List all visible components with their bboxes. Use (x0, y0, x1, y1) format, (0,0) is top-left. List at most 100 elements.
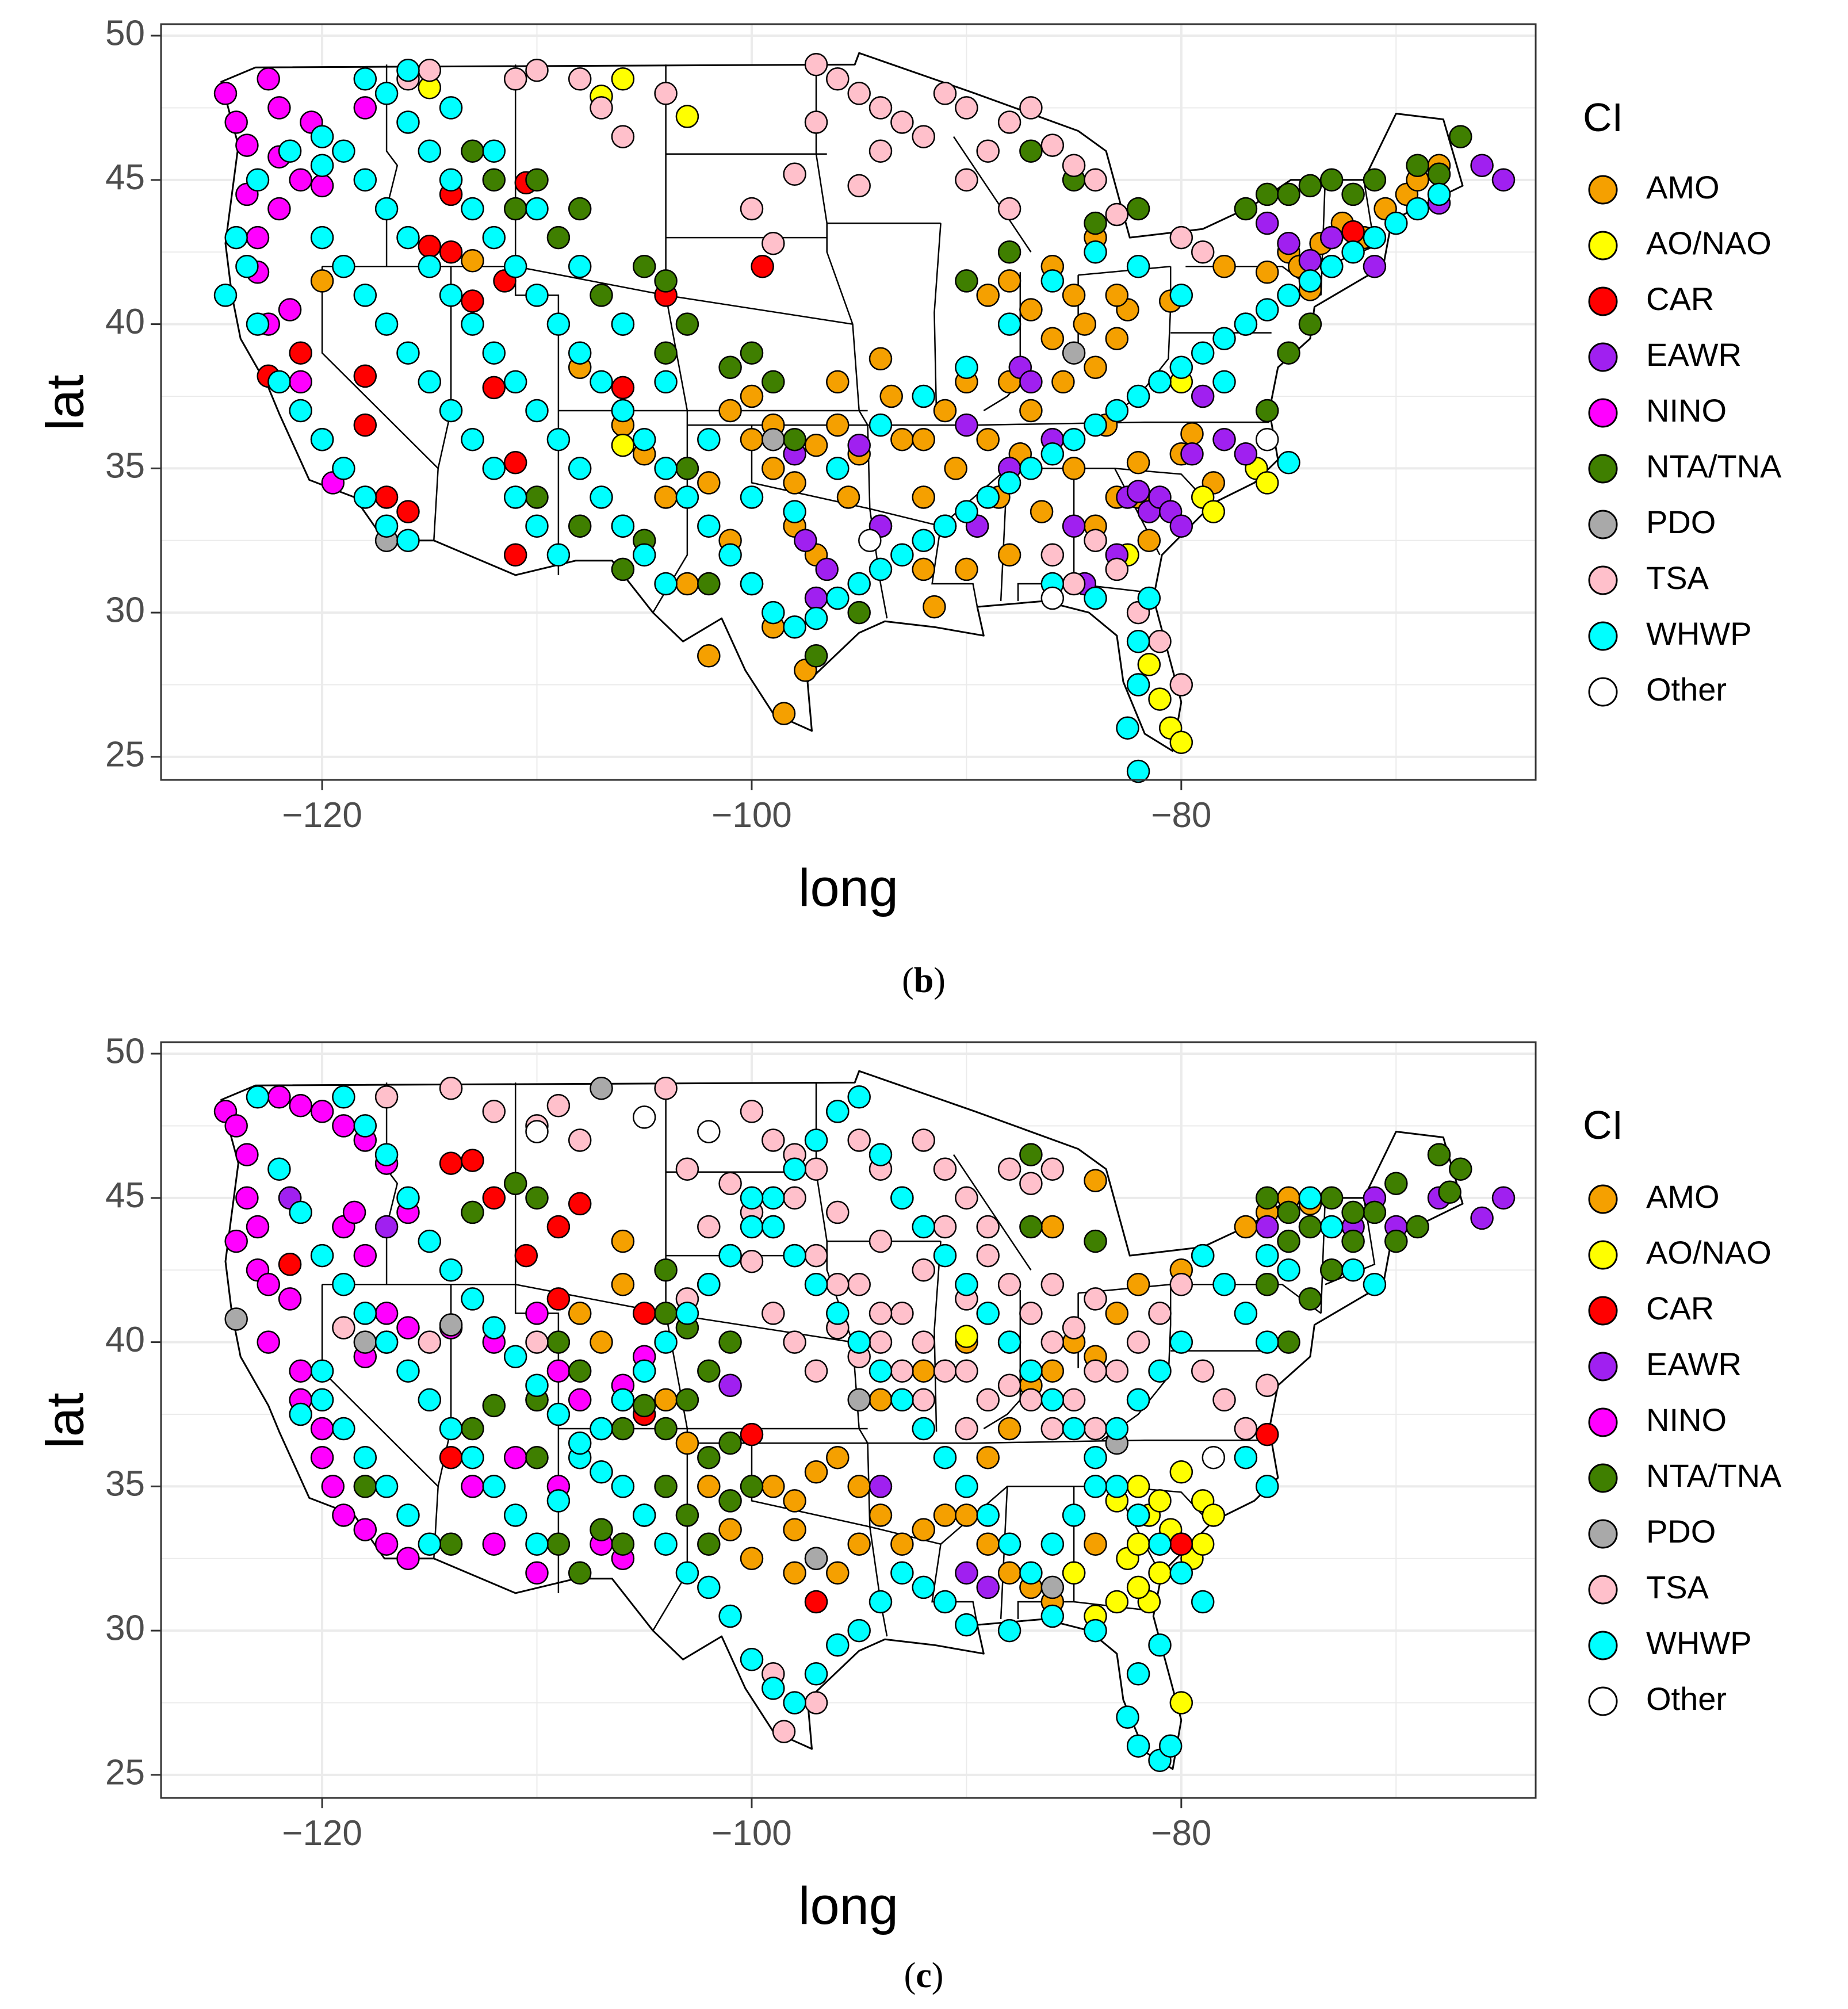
panel-b: −120 −100 −80 25 30 35 40 45 50 long lat CI AMO… (36, 13, 1782, 1000)
panel-c-point-tsa (1040, 1273, 1065, 1296)
panel-c-y-axis-title: lat (36, 1392, 94, 1448)
panel-b-point-amo (868, 347, 893, 371)
panel-b-point-amo (772, 702, 796, 725)
panel-b-point-whwp (525, 284, 549, 307)
panel-c-point-amo (997, 1561, 1021, 1585)
panel-c-y-ticks: 25 30 35 40 45 50 (105, 1031, 161, 1792)
panel-c-point-whwp (289, 1402, 312, 1426)
panel-b-point-eawr (955, 413, 978, 437)
panel-b-point-amo (740, 427, 764, 451)
panel-b-point-car (396, 500, 420, 523)
panel-c-point-nta-tna (1363, 1200, 1387, 1224)
panel-b-point-whwp (1040, 269, 1065, 293)
panel-b-point-ao-nao (1148, 687, 1172, 711)
panel-b-point-tsa (1062, 572, 1086, 596)
panel-c-point-nta-tna (654, 1258, 678, 1282)
panel-b-point-whwp (1137, 586, 1161, 610)
panel-b-point-tsa (1084, 168, 1107, 192)
panel-c-point-whwp (396, 1186, 420, 1210)
panel-c-point-nta-tna (632, 1394, 656, 1418)
panel-b-point-nta-tna (804, 644, 828, 668)
panel-c-point-tsa (697, 1215, 721, 1239)
panel-c-point-nta-tna (654, 1475, 678, 1498)
panel-c-point-car (740, 1422, 764, 1447)
panel-b-point-nta-tna (503, 197, 527, 221)
panel-b-point-nino (246, 225, 270, 250)
panel-b-point-nta-tna (783, 427, 806, 451)
panel-b-point-eawr (847, 433, 871, 457)
panel-b-point-whwp (482, 341, 506, 365)
panel-c-point-whwp (1298, 1186, 1322, 1210)
panel-c-point-whwp (955, 1475, 978, 1498)
panel-c-point-nino (374, 1532, 399, 1556)
panel-c-point-whwp (868, 1359, 893, 1383)
panel-c-legend-key-other (1588, 1686, 1618, 1716)
panel-c-point-whwp (546, 1402, 571, 1426)
panel-b-legend-key-whwp (1588, 621, 1618, 651)
panel-c-point-tsa (826, 1273, 850, 1296)
panel-c-point-whwp (310, 1359, 334, 1383)
panel-b-x-axis-title: long (798, 859, 898, 917)
panel-c-point-nta-tna (654, 1417, 678, 1441)
panel-c-point-tsa (439, 1076, 463, 1100)
panel-c-point-whwp (310, 1388, 334, 1412)
panel-c-point-amo (718, 1518, 742, 1541)
panel-b-point-amo (1040, 327, 1065, 350)
panel-c-point-tsa (804, 1359, 828, 1383)
panel-c-point-amo (675, 1431, 699, 1455)
panel-b-point-whwp (955, 500, 978, 523)
panel-c-point-tsa (762, 1128, 785, 1152)
panel-b-point-amo (1212, 255, 1236, 278)
panel-b-legend-key-car (1588, 286, 1618, 316)
panel-b-point-amo (1073, 312, 1097, 336)
panel-c-point-ao-nao (1126, 1532, 1150, 1556)
panel-c-state-boundary (385, 1082, 399, 1285)
panel-c-y-tick-label: 35 (105, 1464, 145, 1504)
panel-c-point-nino (235, 1186, 259, 1210)
panel-c-point-tsa (868, 1302, 893, 1325)
panel-c-point-eawr (868, 1475, 893, 1498)
panel-b-point-nta-tna (525, 485, 549, 509)
panel-b-point-nta-tna (611, 557, 635, 581)
panel-b-point-eawr (1255, 211, 1279, 235)
panel-c-point-car (439, 1445, 463, 1470)
panel-c-point-nino (310, 1445, 334, 1470)
panel-c-point-nino (482, 1532, 506, 1556)
panel-c-point-whwp (1169, 1561, 1193, 1585)
panel-b-point-nino (224, 110, 248, 134)
panel-b-point-tsa (804, 110, 828, 134)
panel-c-point-eawr (718, 1373, 742, 1398)
panel-c-legend-key-nino (1588, 1407, 1618, 1437)
panel-c-point-tsa (955, 1186, 978, 1210)
panel-b-point-whwp (439, 399, 463, 423)
panel-b-point-whwp (997, 312, 1021, 336)
panel-c-point-whwp (1084, 1475, 1107, 1498)
panel-c-point-eawr (1470, 1206, 1494, 1230)
panel-c-point-whwp (246, 1085, 270, 1109)
panel-b-point-tsa (762, 231, 785, 255)
panel-c-point-whwp (1341, 1258, 1365, 1282)
panel-b-point-ao-nao (611, 433, 635, 457)
panel-c-x-tick-label: −80 (1151, 1813, 1211, 1853)
panel-b-point-amo (879, 384, 903, 408)
panel-b-state-boundary (385, 64, 399, 267)
panel-c-point-amo (1084, 1532, 1107, 1556)
panel-c-point-ao-nao (1126, 1475, 1150, 1498)
panel-c-point-tsa (890, 1302, 914, 1325)
panel-b-point-nta-tna (525, 168, 549, 192)
panel-c-legend-key-amo (1588, 1184, 1618, 1214)
panel-b-point-amo (923, 595, 946, 619)
panel-b-point-car (353, 413, 377, 437)
panel-b-point-whwp (1234, 312, 1258, 336)
panel-c-point-amo (697, 1475, 721, 1498)
panel-b-legend-key-nino (1588, 398, 1618, 428)
panel-b-point-other (1040, 586, 1065, 610)
panel-c-point-nino (224, 1229, 248, 1253)
panel-b-point-nta-tna (1255, 182, 1279, 206)
panel-c-point-whwp (1062, 1503, 1086, 1527)
panel-b-legend-label-amo: AMO (1646, 169, 1720, 205)
panel-c-point-tsa (804, 1243, 828, 1268)
panel-c-y-tick-label: 30 (105, 1608, 145, 1648)
panel-b-point-whwp (246, 312, 270, 336)
panel-c-point-nino (396, 1316, 420, 1340)
